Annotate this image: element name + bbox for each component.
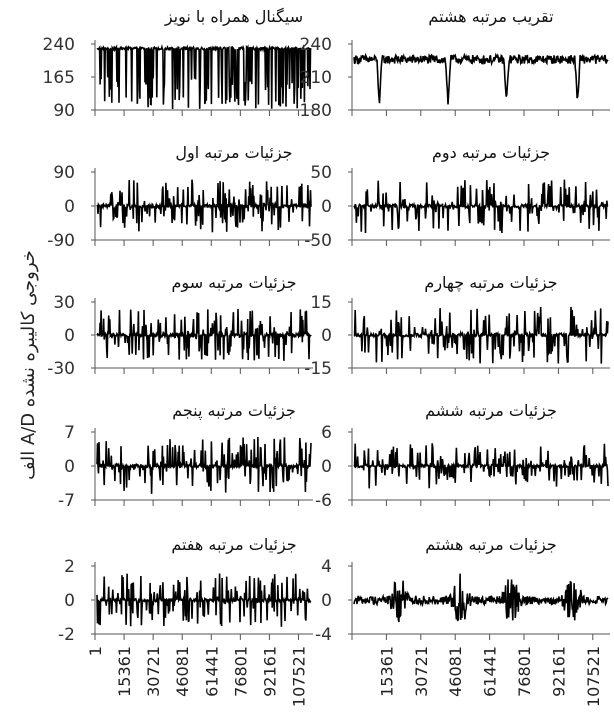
panel-title: جزئیات مرتبه هشتم [425,535,557,555]
panel-title: جزئیات مرتبه سوم [172,273,297,293]
panel-7: جزئیات مرتبه پنجم 7 0 -7 [58,401,313,511]
y-tick-label: 15 [310,293,332,313]
x-tick-label: 107521 [289,646,308,707]
y-tick-label: 165 [43,68,75,88]
panel-10: جزئیات مرتبه هشتم 4 0 -4 [315,535,610,645]
y-tick-label: -7 [58,491,75,511]
y-tick-label: 6 [321,423,332,443]
y-tick-label: -4 [315,625,332,645]
signal-line [353,443,609,489]
y-tick-label: 30 [53,293,75,313]
x-tick-label: 15361 [377,646,396,697]
panel-5: جزئیات مرتبه سوم 30 0 -30 [47,273,313,379]
y-tick-label: 240 [300,35,332,55]
panel-title: جزئیات مرتبه چهارم [424,273,557,293]
y-tick-label: 90 [53,101,75,121]
x-tick-label: 92161 [260,646,279,697]
y-tick-label: 0 [321,326,332,346]
x-tick-label: 107521 [584,646,603,707]
y-tick-label: -2 [58,625,75,645]
panel-title: جزئیات مرتبه ششم [425,401,557,421]
y-tick-label: 0 [321,591,332,611]
y-axis-label: خروجی کالیبره نشده A/D الف [18,250,39,480]
panel-9: جزئیات مرتبه هفتم 2 0 -2 [58,535,313,645]
panel-title: جزئیات مرتبه هفتم [171,535,296,555]
panel-3: جزئیات مرتبه اول 90 0 -90 [47,143,313,251]
signal-line [353,573,609,623]
x-tick-label: 61441 [481,646,500,697]
signal-line [96,179,312,233]
panel-title: سیگنال همراه با نویز [164,7,303,27]
x-tick-label: 30721 [144,646,163,697]
x-tick-label: 15361 [115,646,134,697]
y-tick-label: -6 [315,491,332,511]
x-tick-label: 76801 [515,646,534,697]
y-tick-label: 240 [43,35,75,55]
x-tick-label: 46081 [446,646,465,697]
y-tick-label: 0 [321,197,332,217]
signal-line [353,52,609,105]
signal-line [96,436,312,494]
y-tick-label: 0 [64,197,75,217]
y-tick-label: 50 [310,163,332,183]
signal-line [96,308,312,361]
y-tick-label: 7 [64,423,75,443]
signal-line [353,306,609,364]
panel-4: جزئیات مرتبه دوم 50 0 -50 [304,143,610,251]
y-tick-label: -15 [304,359,332,379]
signal-line [353,179,609,234]
signal-line [96,573,312,627]
y-tick-label: 0 [321,457,332,477]
panel-title: تقریب مرتبه هشتم [428,7,553,27]
y-tick-label: 90 [53,163,75,183]
y-tick-label: -50 [304,231,332,251]
y-tick-label: 2 [64,557,75,577]
y-tick-label: 210 [300,68,332,88]
panel-6: جزئیات مرتبه چهارم 15 0 -15 [304,273,610,379]
panel-1: سیگنال همراه با نویز 240 165 90 [43,7,313,121]
x-tick-label: 30721 [412,646,431,697]
x-tick-label: 61441 [202,646,221,697]
y-tick-label: -90 [47,231,75,251]
panel-title: جزئیات مرتبه اول [175,143,292,163]
panel-8: جزئیات مرتبه ششم 6 0 -6 [315,401,610,511]
panel-2: تقریب مرتبه هشتم 240 210 180 [300,7,610,121]
x-tick-label: 46081 [173,646,192,697]
x-tick-label: 76801 [231,646,250,697]
y-tick-label: 0 [64,326,75,346]
y-tick-label: 0 [64,457,75,477]
y-tick-label: 4 [321,557,332,577]
panel-title: جزئیات مرتبه دوم [432,143,550,163]
signal-line [96,43,312,110]
x-tick-label: 92161 [549,646,568,697]
panel-title: جزئیات مرتبه پنجم [172,401,296,421]
x-axis-ticks: 1 15361 30721 46081 61441 76801 92161 107521 153… [86,646,603,707]
y-tick-label: 0 [64,591,75,611]
x-tick-label: 1 [86,646,105,656]
y-tick-label: 180 [300,101,332,121]
y-tick-label: -30 [47,359,75,379]
